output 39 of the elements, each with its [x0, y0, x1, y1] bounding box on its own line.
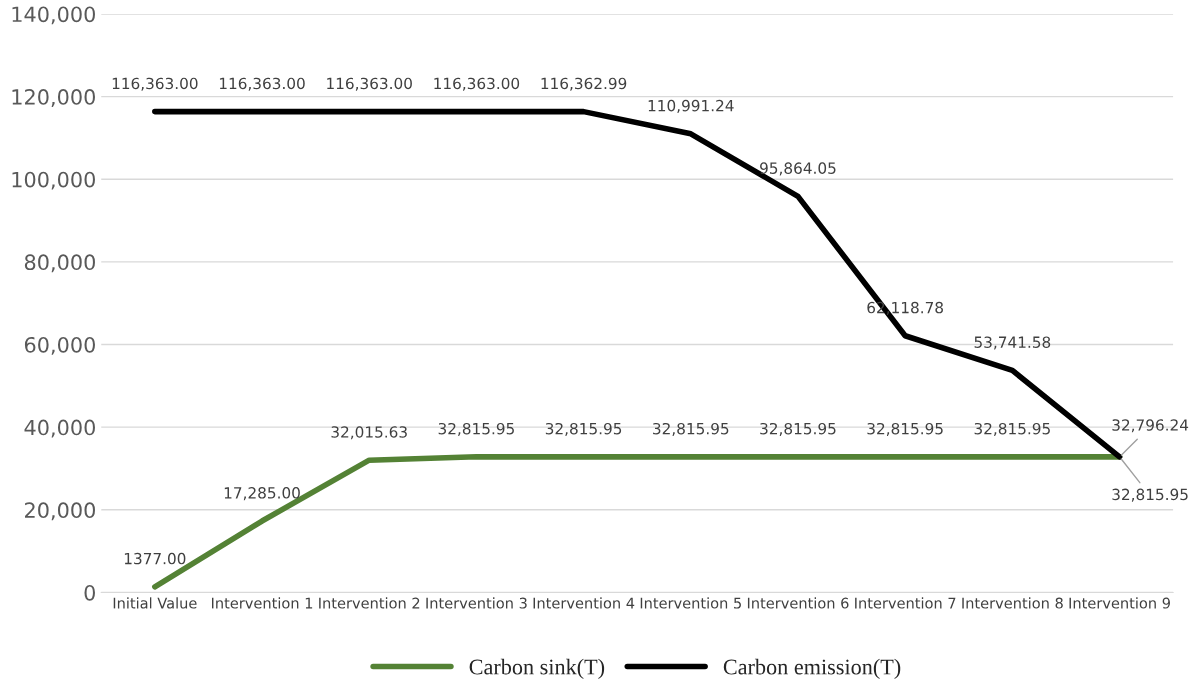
data-label: 17,285.00 — [224, 487, 300, 501]
x-tick-label: Intervention 7 — [855, 597, 956, 609]
x-tick-label: Intervention 1 — [211, 597, 313, 609]
data-label: 116,363.00 — [112, 77, 198, 91]
y-tick-label: 40,000 — [24, 419, 95, 438]
y-tick-label: 20,000 — [25, 502, 95, 521]
data-label: 32,815.95 — [867, 422, 943, 436]
x-tick-label: Intervention 8 — [962, 597, 1063, 609]
x-tick-label: Intervention 5 — [640, 597, 741, 609]
legend-label: Carbon sink(T) — [469, 658, 605, 680]
x-tick-label: Initial Value — [113, 597, 197, 609]
data-label: 32,815.95 — [653, 422, 729, 436]
data-label: 32,796.24 — [1112, 419, 1189, 433]
x-tick-label: Intervention 3 — [426, 597, 527, 609]
x-tick-label: Intervention 9 — [1069, 597, 1170, 609]
y-tick-label: 80,000 — [24, 254, 95, 273]
data-label: 32,015.63 — [331, 426, 407, 440]
x-tick-label: Intervention 6 — [747, 597, 849, 609]
data-label: 32,815.95 — [1112, 488, 1188, 502]
data-label: 32,815.95 — [438, 422, 514, 436]
data-label: 32,815.95 — [760, 422, 836, 436]
x-tick-label: Intervention 2 — [319, 597, 420, 609]
y-tick-label: 140,000 — [12, 6, 95, 25]
data-label: 116,363.00 — [434, 77, 520, 91]
data-label: 32,815.95 — [545, 422, 622, 436]
y-tick-label: 60,000 — [24, 336, 95, 355]
y-tick-label: 120,000 — [12, 89, 95, 107]
legend-label: Carbon emission(T) — [723, 658, 901, 680]
data-label: 116,362.99 — [541, 77, 627, 91]
data-label: 116,363.00 — [219, 77, 305, 91]
data-label: 95,864.05 — [760, 162, 836, 176]
data-label: 53,741.58 — [974, 336, 1051, 350]
y-tick-label: 100,000 — [12, 171, 95, 190]
data-label: 1377.00 — [124, 552, 186, 565]
y-tick-label: 0 — [84, 584, 95, 601]
data-label: 32,815.95 — [974, 422, 1050, 436]
data-label: 116,363.00 — [327, 77, 412, 91]
x-tick-label: Intervention 4 — [533, 597, 635, 609]
data-label: 110,991.24 — [648, 99, 734, 113]
